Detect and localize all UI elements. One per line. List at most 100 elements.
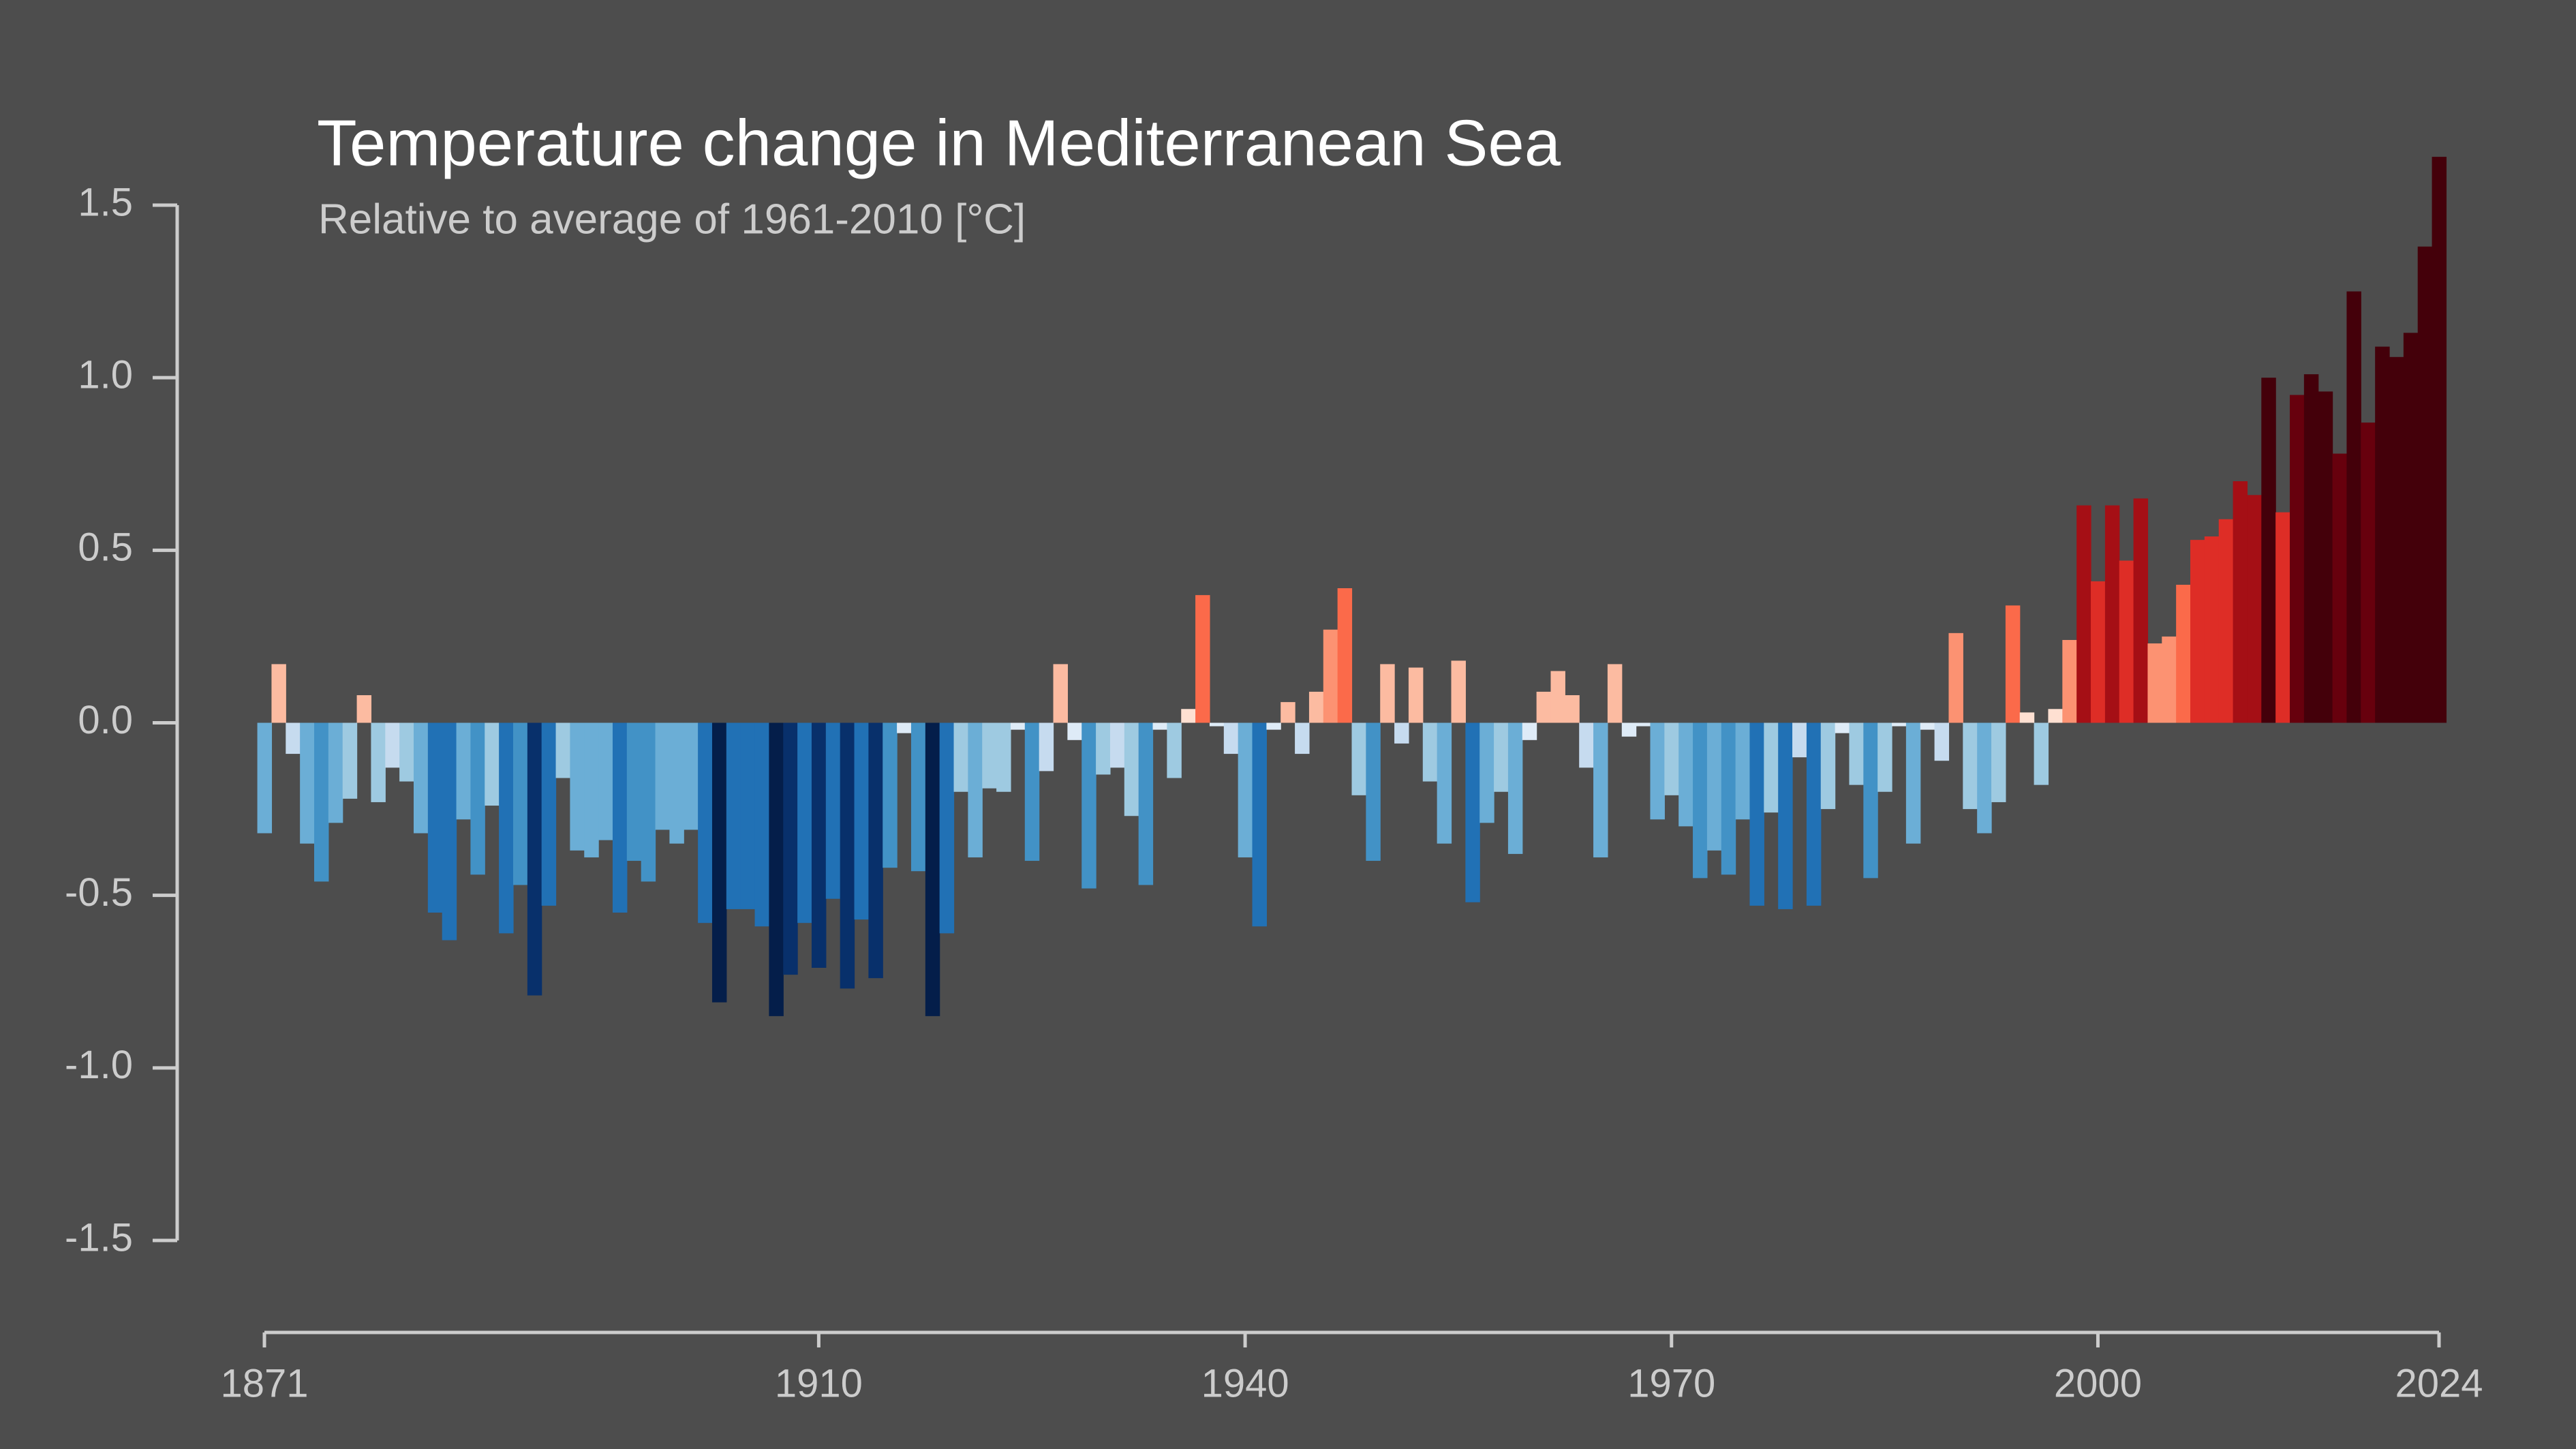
bar [2091, 581, 2106, 723]
bar [711, 722, 727, 1003]
bar [996, 722, 1011, 792]
bar [342, 722, 358, 799]
bar [1877, 722, 1892, 792]
bar [825, 722, 841, 899]
bar [1607, 664, 1623, 723]
bar [2048, 709, 2063, 723]
bar [1863, 722, 1878, 879]
bar [257, 722, 273, 834]
bar [2190, 540, 2205, 723]
bar [1181, 709, 1196, 723]
bar [512, 722, 528, 885]
bar [1082, 722, 1097, 889]
y-tick-label: -1.5 [65, 1215, 133, 1260]
bar [1905, 722, 1921, 844]
bar [2104, 505, 2120, 723]
bar [1579, 722, 1594, 768]
bar [427, 722, 443, 913]
bar [1010, 722, 1026, 730]
x-tick-label: 1940 [1201, 1361, 1289, 1405]
bar [626, 722, 642, 861]
bar [2261, 378, 2276, 723]
bar [2375, 346, 2390, 723]
bar [2076, 505, 2091, 723]
bar [925, 722, 940, 1016]
bar [527, 722, 542, 996]
bar [1138, 722, 1154, 885]
bar [2361, 422, 2376, 723]
bar [1096, 722, 1111, 775]
bar [1380, 664, 1395, 723]
bar [2432, 157, 2447, 723]
bar [1636, 722, 1651, 727]
bar [300, 722, 315, 844]
bar [1281, 702, 1295, 723]
bar [2162, 636, 2177, 723]
bar [1749, 722, 1764, 906]
bar [2303, 374, 2319, 723]
bar [868, 722, 883, 979]
bar [313, 722, 329, 882]
bar [1948, 632, 1963, 723]
bar [1593, 722, 1608, 857]
bar [1621, 722, 1637, 737]
bar [1323, 629, 1338, 723]
bar [783, 722, 798, 975]
bar [1479, 722, 1494, 823]
bar [413, 722, 429, 834]
bar [1693, 722, 1708, 879]
bar [797, 722, 812, 924]
bar [2034, 722, 2049, 785]
bar [1465, 722, 1480, 902]
bar [2062, 639, 2077, 723]
bar [1209, 722, 1225, 727]
bar [271, 664, 286, 723]
bar [1934, 722, 1950, 761]
bar [1835, 722, 1850, 733]
bar [1152, 722, 1167, 730]
bar [541, 722, 557, 906]
bar [1892, 722, 1907, 727]
bar [1706, 722, 1722, 851]
bar [968, 722, 983, 857]
bar [1024, 722, 1040, 861]
bar [2346, 291, 2361, 723]
bar [456, 722, 472, 820]
bar [555, 722, 571, 778]
bar [2204, 536, 2220, 723]
bar [328, 722, 343, 823]
bar [1536, 691, 1552, 723]
bar [854, 722, 869, 920]
bar [1778, 722, 1793, 909]
chart-subtitle: Relative to average of 1961-2010 [°C] [318, 196, 1026, 243]
bar [1963, 722, 1978, 810]
bar [1238, 722, 1253, 857]
bar [1550, 671, 1565, 723]
bar [1308, 691, 1324, 723]
bar [442, 722, 457, 941]
bar [1266, 722, 1281, 730]
bar [1735, 722, 1751, 820]
bar [1849, 722, 1864, 785]
bar [1565, 695, 1580, 723]
bar [2233, 481, 2248, 723]
bar [2290, 395, 2305, 723]
x-tick-label: 1871 [220, 1361, 308, 1405]
bar [1351, 722, 1366, 795]
bar [1408, 667, 1424, 723]
x-tick-label: 2000 [2054, 1361, 2142, 1405]
bar [2275, 512, 2290, 723]
bar [1252, 722, 1267, 927]
bar [356, 695, 372, 723]
y-tick-label: 1.0 [78, 352, 133, 397]
bar [598, 722, 613, 840]
bar [2332, 453, 2348, 723]
bar [570, 722, 585, 851]
bar [883, 722, 898, 868]
bar [584, 722, 599, 857]
bar [684, 722, 699, 830]
bar [1664, 722, 1679, 795]
bar [385, 722, 400, 768]
bar [1522, 722, 1537, 740]
